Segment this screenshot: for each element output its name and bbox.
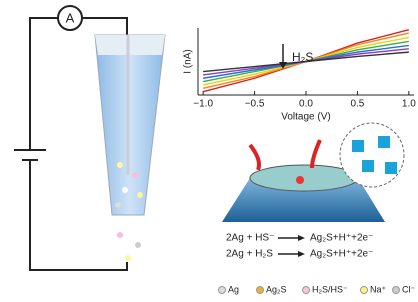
ion bbox=[122, 187, 128, 193]
channel-schematic bbox=[222, 123, 404, 222]
equation-left: 2Ag + H₂S bbox=[226, 249, 273, 260]
pore bbox=[296, 176, 304, 184]
legend-label: Na⁺ bbox=[370, 284, 387, 294]
x-axis-label: Voltage (V) bbox=[281, 112, 330, 123]
x-tick-label: 0.5 bbox=[350, 99, 364, 110]
crystal bbox=[362, 160, 374, 172]
reaction-arrowhead bbox=[298, 251, 305, 257]
legend-label: Ag bbox=[228, 284, 239, 294]
figure: A −1.0 −0.5 0.0 0.5 1.0 Voltage (V) I (nA) H₂S 2… bbox=[0, 0, 418, 302]
legend-marker bbox=[219, 287, 226, 294]
ion bbox=[115, 202, 121, 208]
crystal bbox=[352, 140, 364, 152]
x-tick-label: 1.0 bbox=[402, 99, 416, 110]
ion bbox=[132, 172, 138, 178]
zoom-circle bbox=[340, 123, 404, 187]
membrane-surface bbox=[250, 165, 358, 191]
ammeter-label: A bbox=[66, 10, 75, 25]
x-tick-label: −0.5 bbox=[245, 99, 265, 110]
legend-marker bbox=[257, 287, 264, 294]
ion bbox=[117, 162, 123, 168]
reaction-arrowhead bbox=[298, 235, 305, 241]
legend-label: Cl⁻ bbox=[402, 284, 415, 294]
y-axis-label: I (nA) bbox=[183, 49, 194, 73]
legend-marker bbox=[303, 287, 310, 294]
x-tick-label: 0.0 bbox=[299, 99, 313, 110]
legend-marker bbox=[393, 287, 400, 294]
flow-arrow bbox=[250, 145, 259, 170]
wire bbox=[82, 18, 127, 35]
legend-label: H₂S/HS⁻ bbox=[312, 284, 348, 294]
legend-label: Ag₂S bbox=[266, 284, 287, 294]
ion bbox=[117, 232, 123, 238]
legend-marker bbox=[361, 287, 368, 294]
ion bbox=[137, 192, 143, 198]
pipette bbox=[95, 35, 165, 261]
equation-right: Ag₂S+H⁺+2e⁻ bbox=[310, 249, 373, 260]
annotation: H₂S bbox=[292, 50, 313, 64]
flow-arrow bbox=[312, 140, 320, 168]
crystal bbox=[385, 162, 397, 174]
crystal bbox=[378, 136, 390, 148]
x-tick-label: −1.0 bbox=[193, 99, 213, 110]
ion bbox=[135, 242, 141, 248]
wire bbox=[30, 18, 58, 150]
pipette-body bbox=[95, 35, 165, 215]
equation-right: Ag₂S+H⁺+2e⁻ bbox=[310, 233, 373, 244]
ion bbox=[125, 255, 131, 261]
pipette-top bbox=[95, 35, 165, 55]
equation-left: 2Ag + HS⁻ bbox=[226, 233, 274, 244]
